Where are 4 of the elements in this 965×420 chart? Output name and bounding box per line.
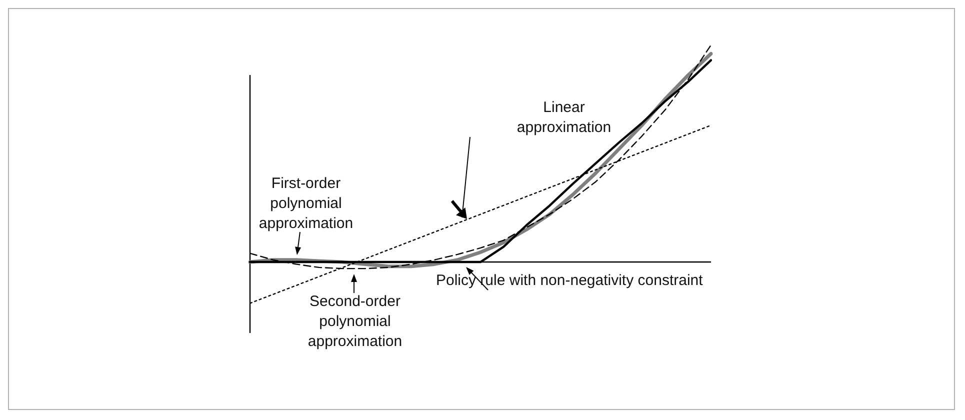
annotation: Linear approximation: [516, 98, 612, 138]
annotation: Second-order polynomial approximation: [306, 292, 404, 352]
annotation: First-order polynomial approximation: [258, 174, 354, 234]
annotation: Policy rule with non-negativity constraint: [436, 271, 704, 291]
